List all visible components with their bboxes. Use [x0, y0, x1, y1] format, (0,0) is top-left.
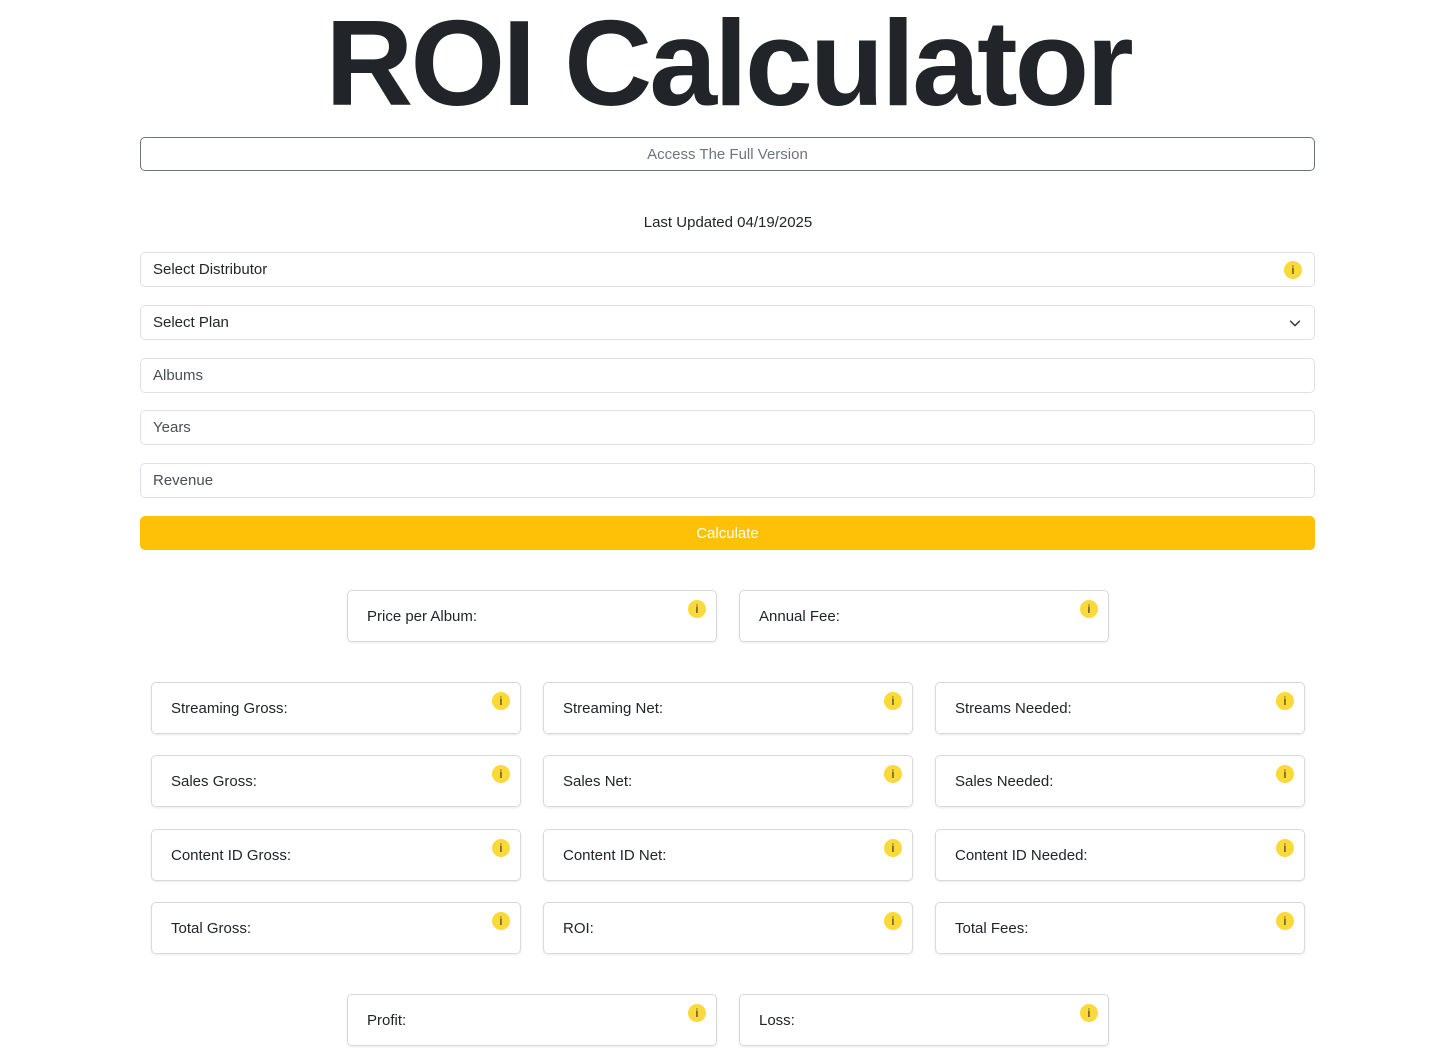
- total-fees-label: Total Fees:: [955, 919, 1029, 937]
- streaming-gross-card: Streaming Gross: i: [151, 682, 521, 734]
- annual-fee-label: Annual Fee:: [759, 607, 840, 625]
- albums-input[interactable]: [140, 358, 1315, 393]
- roi-label: ROI:: [563, 919, 594, 937]
- streams-needed-label: Streams Needed:: [955, 699, 1072, 717]
- page-title: ROI Calculator: [325, 0, 1133, 131]
- info-icon[interactable]: i: [884, 912, 902, 930]
- plan-select-label: Select Plan: [153, 314, 229, 331]
- info-icon[interactable]: i: [884, 839, 902, 857]
- profit-card: Profit: i: [347, 994, 717, 1046]
- sales-net-card: Sales Net: i: [543, 755, 913, 807]
- sales-net-label: Sales Net:: [563, 772, 633, 790]
- distributor-select[interactable]: Select Distributor i: [140, 252, 1315, 287]
- info-icon[interactable]: i: [884, 765, 902, 783]
- content-id-net-label: Content ID Net:: [563, 846, 667, 864]
- info-icon[interactable]: i: [1276, 692, 1294, 710]
- annual-fee-card: Annual Fee: i: [739, 590, 1109, 642]
- roi-card: ROI: i: [543, 902, 913, 954]
- sales-needed-card: Sales Needed: i: [935, 755, 1305, 807]
- loss-label: Loss:: [759, 1011, 795, 1029]
- years-input[interactable]: [140, 410, 1315, 445]
- calculate-button[interactable]: Calculate: [140, 516, 1315, 550]
- revenue-input[interactable]: [140, 463, 1315, 498]
- total-gross-card: Total Gross: i: [151, 902, 521, 954]
- plan-select[interactable]: Select Plan: [140, 305, 1315, 340]
- distributor-select-label: Select Distributor: [153, 261, 268, 278]
- streaming-net-card: Streaming Net: i: [543, 682, 913, 734]
- info-icon[interactable]: i: [1080, 1004, 1098, 1022]
- info-icon[interactable]: i: [492, 839, 510, 857]
- streaming-gross-label: Streaming Gross:: [171, 699, 288, 717]
- info-icon[interactable]: i: [688, 1004, 706, 1022]
- total-gross-label: Total Gross:: [171, 919, 252, 937]
- info-icon[interactable]: i: [492, 765, 510, 783]
- info-icon[interactable]: i: [1284, 260, 1302, 279]
- info-icon[interactable]: i: [1276, 765, 1294, 783]
- content-id-needed-label: Content ID Needed:: [955, 846, 1088, 864]
- content-id-gross-label: Content ID Gross:: [171, 846, 292, 864]
- info-icon[interactable]: i: [492, 912, 510, 930]
- access-full-version-button[interactable]: Access The Full Version: [140, 137, 1315, 171]
- info-icon[interactable]: i: [884, 692, 902, 710]
- sales-gross-card: Sales Gross: i: [151, 755, 521, 807]
- info-icon[interactable]: i: [1276, 839, 1294, 857]
- price-per-album-label: Price per Album:: [367, 607, 478, 625]
- loss-card: Loss: i: [739, 994, 1109, 1046]
- streaming-net-label: Streaming Net:: [563, 699, 664, 717]
- streams-needed-card: Streams Needed: i: [935, 682, 1305, 734]
- content-id-gross-card: Content ID Gross: i: [151, 829, 521, 881]
- total-fees-card: Total Fees: i: [935, 902, 1305, 954]
- info-icon[interactable]: i: [492, 692, 510, 710]
- content-id-needed-card: Content ID Needed: i: [935, 829, 1305, 881]
- info-icon[interactable]: i: [1276, 912, 1294, 930]
- sales-gross-label: Sales Gross:: [171, 772, 257, 790]
- last-updated-text: Last Updated 04/19/2025: [643, 214, 813, 231]
- chevron-down-icon: [1289, 319, 1301, 326]
- info-icon[interactable]: i: [1080, 600, 1098, 618]
- price-per-album-card: Price per Album: i: [347, 590, 717, 642]
- content-id-net-card: Content ID Net: i: [543, 829, 913, 881]
- sales-needed-label: Sales Needed:: [955, 772, 1054, 790]
- profit-label: Profit:: [367, 1011, 407, 1029]
- info-icon[interactable]: i: [688, 600, 706, 618]
